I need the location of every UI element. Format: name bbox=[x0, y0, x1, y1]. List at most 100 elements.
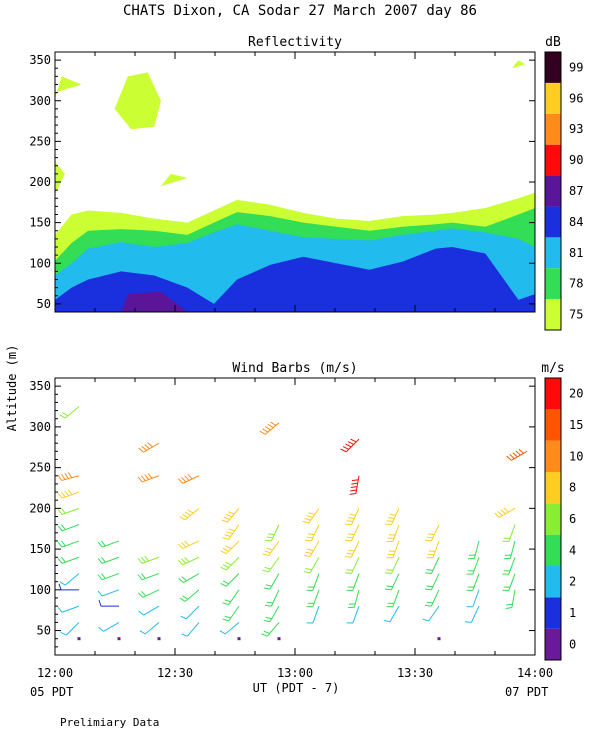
colorbar-label: 0 bbox=[569, 637, 576, 651]
wind-barb bbox=[425, 589, 440, 607]
wind-barb bbox=[465, 605, 480, 623]
wind-barb bbox=[219, 622, 240, 635]
colorbar-swatch bbox=[545, 534, 561, 566]
wind-barb bbox=[425, 557, 440, 575]
colorbar-swatch bbox=[545, 472, 561, 504]
panel-title: Wind Barbs (m/s) bbox=[232, 361, 357, 376]
wind-barb bbox=[97, 589, 120, 597]
y-tick-label: 200 bbox=[29, 501, 51, 515]
x-end-note: 07 PDT bbox=[505, 685, 548, 699]
wind-barb bbox=[422, 605, 440, 622]
y-tick-label: 150 bbox=[29, 216, 51, 230]
x-start-note: 05 PDT bbox=[30, 685, 73, 699]
wind-barb bbox=[179, 589, 200, 602]
colorbar-label: 96 bbox=[569, 91, 583, 105]
wind-barb bbox=[306, 605, 320, 624]
wind-barb bbox=[466, 573, 480, 591]
colorbar-swatch bbox=[545, 113, 561, 145]
wind-barb bbox=[261, 622, 280, 637]
wind-barb bbox=[137, 589, 160, 598]
heatmap-layer bbox=[55, 60, 535, 312]
wind-barb bbox=[466, 557, 480, 575]
wind-barb bbox=[303, 540, 320, 558]
colorbar-label: 8 bbox=[569, 481, 576, 495]
wind-barb bbox=[177, 473, 200, 484]
colorbar-frame bbox=[544, 51, 562, 331]
wind-barb bbox=[265, 589, 280, 607]
wind-barb-calm bbox=[117, 637, 121, 641]
wind-barb bbox=[386, 524, 400, 543]
colorbar-swatch bbox=[545, 175, 561, 207]
wind-barb bbox=[262, 540, 280, 557]
x-tick-label: 12:30 bbox=[157, 666, 193, 680]
y-tick-label: 300 bbox=[29, 94, 51, 108]
colorbar-swatch bbox=[545, 597, 561, 629]
wind-barb bbox=[138, 605, 160, 616]
wind-barb bbox=[345, 524, 360, 542]
colorbar-swatch bbox=[545, 440, 561, 472]
y-tick-label: 350 bbox=[29, 53, 51, 67]
wind-barb bbox=[345, 508, 360, 526]
wind-barb-calm bbox=[277, 637, 281, 641]
y-tick-label: 250 bbox=[29, 134, 51, 148]
wind-barb bbox=[177, 556, 200, 566]
wind-barb bbox=[57, 605, 80, 613]
wind-barb bbox=[383, 605, 400, 623]
wind-barb bbox=[345, 540, 360, 558]
colorbar-frame bbox=[544, 377, 562, 661]
wind-barbs-panel: Wind Barbs (m/s)5010015020025030035012:0… bbox=[29, 361, 583, 680]
x-tick-label: 13:00 bbox=[277, 666, 313, 680]
wind-barb bbox=[503, 540, 516, 560]
y-tick-label: 50 bbox=[37, 624, 51, 638]
wind-barb bbox=[220, 573, 240, 587]
colorbar-label: 1 bbox=[569, 606, 576, 620]
wind-barb bbox=[98, 599, 119, 607]
colorbar-swatch bbox=[545, 268, 561, 300]
colorbar-unit: dB bbox=[545, 35, 561, 50]
reflectivity-patch bbox=[55, 161, 65, 195]
wind-barb bbox=[177, 540, 200, 550]
wind-barb bbox=[178, 573, 200, 583]
colorbar-label: 15 bbox=[569, 418, 583, 432]
colorbar-label: 87 bbox=[569, 184, 583, 198]
wind-barb bbox=[222, 605, 240, 622]
wind-barb bbox=[346, 573, 360, 591]
wind-barb bbox=[386, 540, 400, 559]
reflectivity-patch bbox=[114, 72, 161, 130]
colorbar-label: 6 bbox=[569, 512, 576, 526]
y-tick-label: 200 bbox=[29, 175, 51, 189]
x-tick-label: 14:00 bbox=[517, 666, 553, 680]
colorbar-label: 90 bbox=[569, 153, 583, 167]
colorbar-swatch bbox=[545, 206, 561, 238]
wind-barb bbox=[59, 406, 80, 419]
y-tick-label: 300 bbox=[29, 420, 51, 434]
wind-barb bbox=[347, 589, 360, 609]
colorbar-swatch bbox=[545, 409, 561, 441]
wind-barb-calm bbox=[237, 637, 241, 641]
reflectivity-patch bbox=[511, 60, 526, 69]
wind-barb bbox=[137, 573, 160, 581]
wind-barb bbox=[57, 556, 80, 564]
wind-barb bbox=[385, 557, 400, 575]
wind-barb bbox=[345, 557, 360, 575]
wind-barb bbox=[220, 540, 240, 555]
wind-barb bbox=[221, 508, 240, 523]
colorbar-label: 2 bbox=[569, 575, 576, 589]
footer-note: Prelimiary Data bbox=[60, 716, 159, 729]
wind-barb bbox=[139, 622, 160, 635]
y-tick-label: 100 bbox=[29, 256, 51, 270]
colorbar-swatch bbox=[545, 82, 561, 114]
colorbar-label: 20 bbox=[569, 387, 583, 401]
colorbar-swatch bbox=[545, 566, 561, 598]
wind-barb bbox=[138, 442, 160, 453]
x-tick-label: 12:00 bbox=[37, 666, 73, 680]
wind-barb bbox=[425, 524, 440, 542]
wind-barb bbox=[502, 524, 516, 543]
figure-title: CHATS Dixon, CA Sodar 27 March 2007 day … bbox=[123, 3, 477, 19]
wind-barb bbox=[97, 573, 120, 581]
wind-barb bbox=[306, 589, 320, 608]
reflectivity-panel: Reflectivity 50 100 150 200 250 300 350 dB 75 78 81… bbox=[29, 35, 583, 331]
wind-barb bbox=[505, 589, 516, 609]
wind-barb bbox=[466, 589, 480, 608]
